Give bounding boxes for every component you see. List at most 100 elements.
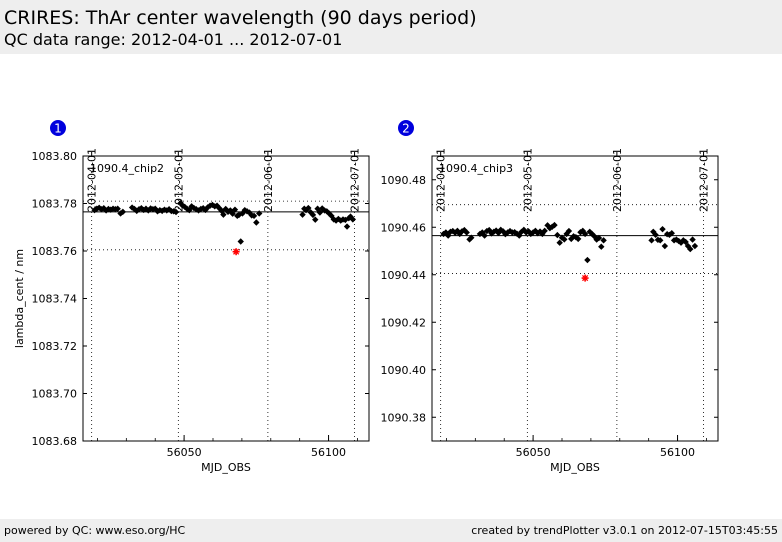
outlier-point: [232, 248, 240, 256]
panel-badge-number: 2: [402, 122, 410, 136]
data-point: [179, 202, 186, 209]
data-point: [231, 206, 239, 213]
data-point: [527, 230, 534, 238]
y-tick-label: 1090.38: [381, 411, 427, 424]
data-point: [541, 227, 548, 235]
data-point: [581, 230, 589, 238]
data-point: [347, 213, 354, 220]
x-axis-label: MJD_OBS: [201, 461, 251, 474]
date-tick-label: 2012-05-01: [521, 148, 534, 212]
data-point: [172, 208, 180, 216]
x-tick-label: 56050: [167, 446, 202, 459]
y-tick-label: 1090.46: [381, 221, 427, 234]
data-point: [220, 211, 227, 218]
y-tick-label: 1090.48: [381, 174, 427, 187]
y-axis-label: lambda_cent / nm: [13, 249, 26, 348]
data-point: [668, 229, 675, 237]
plot-frame: [82, 155, 370, 442]
date-tick-label: 2012-04-01: [435, 148, 448, 212]
outlier-point: [581, 274, 589, 282]
data-point: [256, 210, 263, 217]
data-point: [657, 237, 664, 244]
x-axis-label: MJD_OBS: [550, 461, 600, 474]
data-point: [539, 230, 546, 238]
date-tick-label: 2012-05-01: [172, 148, 185, 212]
data-point: [522, 229, 530, 236]
data-point: [563, 230, 570, 238]
date-tick-label: 2012-06-01: [611, 148, 624, 212]
date-tick-label: 2012-07-01: [349, 148, 362, 212]
panel-badge: 1: [50, 120, 66, 136]
data-point: [516, 232, 523, 239]
date-tick-label: 2012-07-01: [698, 148, 711, 212]
data-point: [454, 227, 461, 235]
data-point: [591, 233, 598, 240]
page-footer: powered by QC: www.eso.org/HC created by…: [0, 519, 782, 542]
data-point: [343, 223, 351, 230]
data-point: [481, 232, 488, 239]
panel-badge: 2: [398, 120, 414, 136]
data-point: [299, 211, 306, 218]
y-tick-label: 1090.44: [381, 269, 427, 282]
data-point: [468, 234, 475, 241]
data-point: [554, 231, 561, 239]
y-tick-label: 1090.40: [381, 364, 427, 377]
data-point: [114, 205, 121, 212]
panel-label: 1090.4_chip3: [439, 162, 513, 175]
data-point: [600, 237, 607, 244]
data-point: [520, 226, 528, 234]
data-point: [335, 215, 342, 223]
data-point: [648, 237, 655, 244]
data-point: [305, 204, 312, 212]
x-tick-label: 56050: [516, 446, 551, 459]
data-point: [598, 243, 605, 250]
data-point: [237, 238, 244, 245]
data-point: [202, 206, 209, 214]
page-header: CRIRES: ThAr center wavelength (90 days …: [0, 0, 782, 54]
data-point: [309, 211, 317, 219]
y-tick-label: 1083.74: [32, 293, 78, 306]
data-point: [463, 229, 470, 236]
data-point: [568, 235, 575, 243]
data-point: [546, 225, 554, 232]
panel-label: 1090.4_chip2: [90, 162, 164, 175]
data-point: [661, 242, 669, 250]
data-point: [224, 208, 232, 216]
data-point: [119, 208, 127, 216]
data-point: [529, 229, 537, 236]
y-tick-label: 1083.72: [32, 340, 78, 353]
data-point: [532, 227, 539, 235]
date-tick-label: 2012-06-01: [262, 148, 275, 212]
data-point: [565, 227, 573, 235]
data-point: [100, 205, 107, 212]
chart-area: 2012-04-01 2012-05-01 2012-06-01 2012-07-01…: [13, 120, 719, 474]
y-tick-label: 1083.76: [32, 245, 78, 258]
data-point: [680, 237, 687, 244]
data-point: [675, 237, 682, 245]
y-tick-label: 1083.70: [32, 388, 78, 401]
data-point: [561, 236, 568, 243]
data-point: [691, 242, 699, 250]
page-subtitle: QC data range: 2012-04-01 ... 2012-07-01: [4, 30, 343, 49]
data-point: [689, 236, 696, 243]
data-point: [250, 212, 258, 220]
data-point: [572, 234, 580, 241]
y-tick-label: 1083.68: [32, 435, 78, 448]
data-point: [511, 229, 518, 236]
data-point: [551, 221, 558, 229]
date-tick-label: 2012-04-01: [86, 148, 99, 212]
data-point: [534, 229, 541, 237]
data-point: [586, 228, 593, 235]
x-tick-label: 56100: [311, 446, 346, 459]
data-point: [349, 216, 357, 223]
y-tick-label: 1090.42: [381, 316, 427, 329]
data-point: [584, 256, 591, 264]
data-point: [659, 225, 666, 233]
page-title: CRIRES: ThAr center wavelength (90 days …: [4, 7, 477, 29]
y-tick-label: 1083.78: [32, 198, 78, 211]
data-point: [253, 219, 260, 226]
panel-2: 2012-04-01 2012-05-01 2012-06-01 2012-07-01…: [381, 120, 719, 474]
footer-created-by: created by trendPlotter v3.0.1 on 2012-0…: [471, 524, 778, 537]
data-point: [444, 232, 452, 239]
panel-badge-number: 1: [54, 122, 62, 136]
